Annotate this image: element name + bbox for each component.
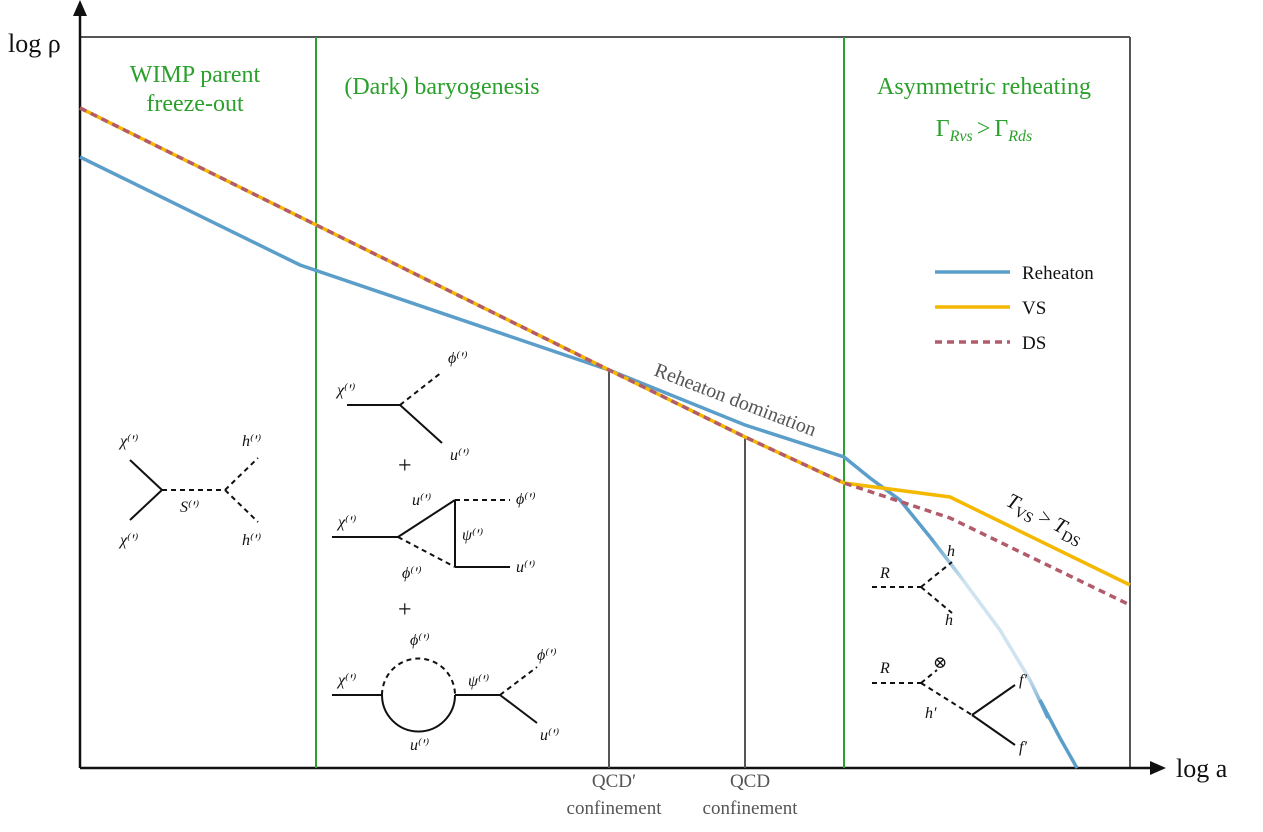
y-axis-arrow-icon bbox=[73, 0, 87, 16]
plus-sign-2: + bbox=[398, 597, 412, 623]
feynman4-u-loop: u⁽′⁾ bbox=[410, 737, 429, 754]
feynman5-r: R bbox=[879, 565, 890, 582]
qcd-prime-label-line2: confinement bbox=[567, 798, 663, 819]
feynman-reheaton-to-dark-fermions bbox=[872, 669, 1016, 746]
ds-curve bbox=[79, 106, 1131, 607]
feynman1-h-bottom: h⁽′⁾ bbox=[242, 532, 261, 549]
feynman4-psi: ψ⁽′⁾ bbox=[468, 673, 489, 690]
feynman-triangle-loop bbox=[332, 499, 510, 568]
feynman6-f-prime-top: f′ bbox=[1019, 672, 1027, 689]
legend-vs-label: VS bbox=[1022, 298, 1046, 319]
feynman-tree-decay bbox=[347, 371, 443, 444]
feynman3-chi: χ⁽′⁾ bbox=[336, 514, 356, 531]
legend-ds-label: DS bbox=[1022, 333, 1046, 354]
feynman5-h-top: h bbox=[947, 543, 955, 560]
feynman6-f-prime-bottom: f′ bbox=[1019, 739, 1027, 756]
feynman3-phi-lower: ϕ⁽′⁾ bbox=[402, 565, 422, 582]
feynman5-h-bottom: h bbox=[945, 612, 953, 629]
region-title-wimp-line1: WIMP parent bbox=[130, 62, 261, 88]
x-axis-arrow-icon bbox=[1150, 761, 1166, 775]
plot-frame bbox=[73, 0, 1166, 775]
feynman3-u-out: u⁽′⁾ bbox=[516, 559, 535, 576]
feynman4-phi-out: ϕ⁽′⁾ bbox=[537, 647, 557, 664]
legend-reheaton-label: Reheaton bbox=[1022, 263, 1094, 284]
feynman6-h-prime: h′ bbox=[925, 705, 937, 722]
feynman1-chi-bottom: χ⁽′⁾ bbox=[118, 532, 138, 549]
feynman3-psi: ψ⁽′⁾ bbox=[462, 527, 483, 544]
vs-curve bbox=[79, 106, 1131, 587]
feynman2-u: u⁽′⁾ bbox=[450, 447, 469, 464]
feynman2-phi: ϕ⁽′⁾ bbox=[448, 350, 468, 367]
feynman4-phi-loop: ϕ⁽′⁾ bbox=[410, 632, 430, 649]
y-axis-label: log ρ bbox=[8, 29, 61, 58]
reheaton-curve-tail bbox=[1038, 699, 1079, 769]
feynman4-chi: χ⁽′⁾ bbox=[336, 672, 356, 689]
feynman1-h-top: h⁽′⁾ bbox=[242, 433, 261, 450]
x-axis-label: log a bbox=[1176, 754, 1228, 783]
legend: Reheaton VS DS bbox=[935, 263, 1094, 354]
qcd-label-line1: QCD bbox=[730, 771, 770, 792]
feynman-bubble-loop bbox=[332, 657, 538, 733]
feynman6-r: R bbox=[879, 660, 890, 677]
feynman-wimp-annihilation bbox=[129, 457, 259, 523]
feynman3-u: u⁽′⁾ bbox=[412, 492, 431, 509]
reheaton-curve bbox=[79, 155, 932, 539]
region-condition-gamma: ΓRvs > ΓRds bbox=[936, 116, 1032, 145]
feynman1-s: S⁽′⁾ bbox=[180, 499, 199, 516]
feynman2-chi: χ⁽′⁾ bbox=[335, 382, 355, 399]
qcd-prime-label-line1: QCD′ bbox=[592, 771, 636, 792]
feynman-reheaton-to-higgs bbox=[872, 561, 953, 614]
qcd-label-line2: confinement bbox=[703, 798, 799, 819]
feynman3-phi-out: ϕ⁽′⁾ bbox=[516, 491, 536, 508]
plus-sign-1: + bbox=[398, 453, 412, 479]
feynman6-vev-icon: ⊗ bbox=[933, 653, 947, 672]
reheaton-domination-label: Reheaton domination bbox=[651, 359, 819, 441]
region-title-wimp-line2: freeze-out bbox=[146, 91, 244, 117]
region-title-asym-reheating: Asymmetric reheating bbox=[877, 74, 1091, 100]
feynman1-chi-top: χ⁽′⁾ bbox=[118, 433, 138, 450]
feynman4-u-out: u⁽′⁾ bbox=[540, 727, 559, 744]
region-title-baryogenesis: (Dark) baryogenesis bbox=[344, 74, 539, 100]
